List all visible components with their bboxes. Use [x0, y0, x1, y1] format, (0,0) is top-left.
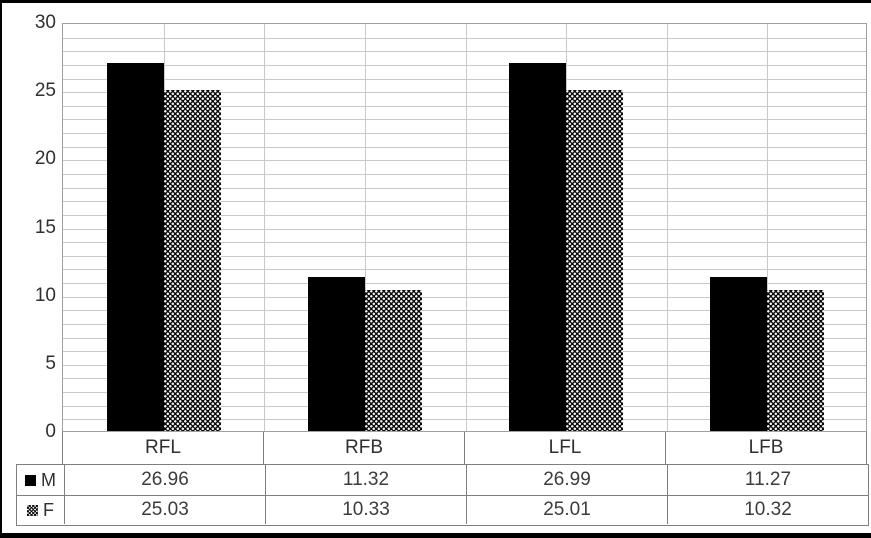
horizontal-gridline — [63, 242, 866, 244]
vertical-gridline — [465, 24, 467, 431]
bar-F-LFB — [767, 290, 825, 431]
y-axis-tick-label: 5 — [45, 352, 56, 374]
horizontal-gridline — [63, 337, 866, 339]
bar-M-LFL — [509, 63, 567, 431]
bar-F-RFB — [364, 290, 422, 431]
value-cell-F-lfl: 25.01 — [467, 496, 668, 524]
y-axis: 0 5 10 15 20 25 30 — [2, 3, 56, 463]
value-cell-M-rfb: 11.32 — [266, 465, 467, 495]
vertical-gridline — [666, 24, 668, 431]
horizontal-gridline — [63, 173, 866, 175]
category-label-rfb: RFB — [264, 432, 465, 464]
horizontal-gridline — [63, 351, 866, 353]
plot-area — [62, 23, 867, 432]
category-label-lfb: LFB — [666, 432, 867, 464]
bar-M-RFL — [106, 63, 164, 431]
value-cell-M-lfb: 11.27 — [744, 469, 792, 490]
y-axis-tick-label: 10 — [34, 284, 56, 306]
vertical-gridline — [264, 24, 266, 431]
horizontal-gridline — [63, 310, 866, 312]
value-cell-F-rfb: 10.33 — [266, 496, 467, 524]
horizontal-gridline — [63, 105, 866, 107]
series-f-label: F — [43, 499, 54, 520]
horizontal-gridline — [63, 364, 866, 366]
y-axis-tick-label: 25 — [34, 80, 56, 102]
horizontal-gridline — [63, 51, 866, 53]
horizontal-gridline — [63, 296, 866, 298]
value-cell-F-rfl: 25.03 — [65, 496, 266, 524]
y-axis-tick-label: 15 — [34, 216, 56, 238]
horizontal-gridline — [63, 160, 866, 162]
horizontal-gridline — [63, 146, 866, 148]
horizontal-gridline — [63, 187, 866, 189]
data-table: M 26.96 11.32 26.99 11.27 F 25.03 10.33 25.01… — [16, 464, 869, 526]
vertical-gridline — [364, 24, 366, 431]
horizontal-gridline — [63, 392, 866, 394]
series-f-swatch-icon — [27, 504, 38, 516]
horizontal-gridline — [63, 283, 866, 285]
series-m-label: M — [41, 469, 56, 490]
legend-cell-m: M — [17, 465, 65, 495]
table-row-f: F 25.03 10.33 25.01 10.32 — [17, 496, 868, 524]
horizontal-gridline — [63, 269, 866, 271]
legend-cell-f: F — [17, 496, 65, 524]
y-axis-tick-label: 30 — [34, 12, 56, 33]
y-axis-tick-label: 20 — [34, 148, 56, 170]
value-cell-M-lfl: 26.99 — [467, 465, 668, 495]
value-cell-F-lfb: 10.32 — [744, 499, 792, 520]
table-row-m: M 26.96 11.32 26.99 11.27 — [17, 465, 868, 496]
category-label-rfl: RFL — [63, 432, 264, 464]
horizontal-gridline — [63, 64, 866, 66]
horizontal-gridline — [63, 419, 866, 421]
horizontal-gridline — [63, 37, 866, 39]
horizontal-gridline — [63, 119, 866, 121]
horizontal-gridline — [63, 133, 866, 135]
value-cell-M-rfl: 26.96 — [65, 465, 266, 495]
horizontal-gridline — [63, 378, 866, 380]
bar-F-LFL — [566, 90, 624, 431]
horizontal-gridline — [63, 323, 866, 325]
horizontal-gridline — [63, 92, 866, 94]
horizontal-gridline — [63, 228, 866, 230]
bar-M-RFB — [307, 276, 365, 431]
horizontal-gridline — [63, 255, 866, 257]
category-label-lfl: LFL — [465, 432, 666, 464]
series-m-swatch-icon — [25, 474, 36, 486]
bar-M-LFB — [710, 277, 768, 431]
horizontal-gridline — [63, 201, 866, 203]
y-axis-tick-label: 0 — [45, 421, 56, 442]
x-axis-category-row: RFL RFB LFL LFB — [62, 432, 867, 464]
bar-F-RFL — [163, 89, 221, 431]
horizontal-gridline — [63, 214, 866, 216]
horizontal-gridline — [63, 405, 866, 407]
horizontal-gridline — [63, 78, 866, 80]
vertical-gridline — [767, 24, 769, 431]
